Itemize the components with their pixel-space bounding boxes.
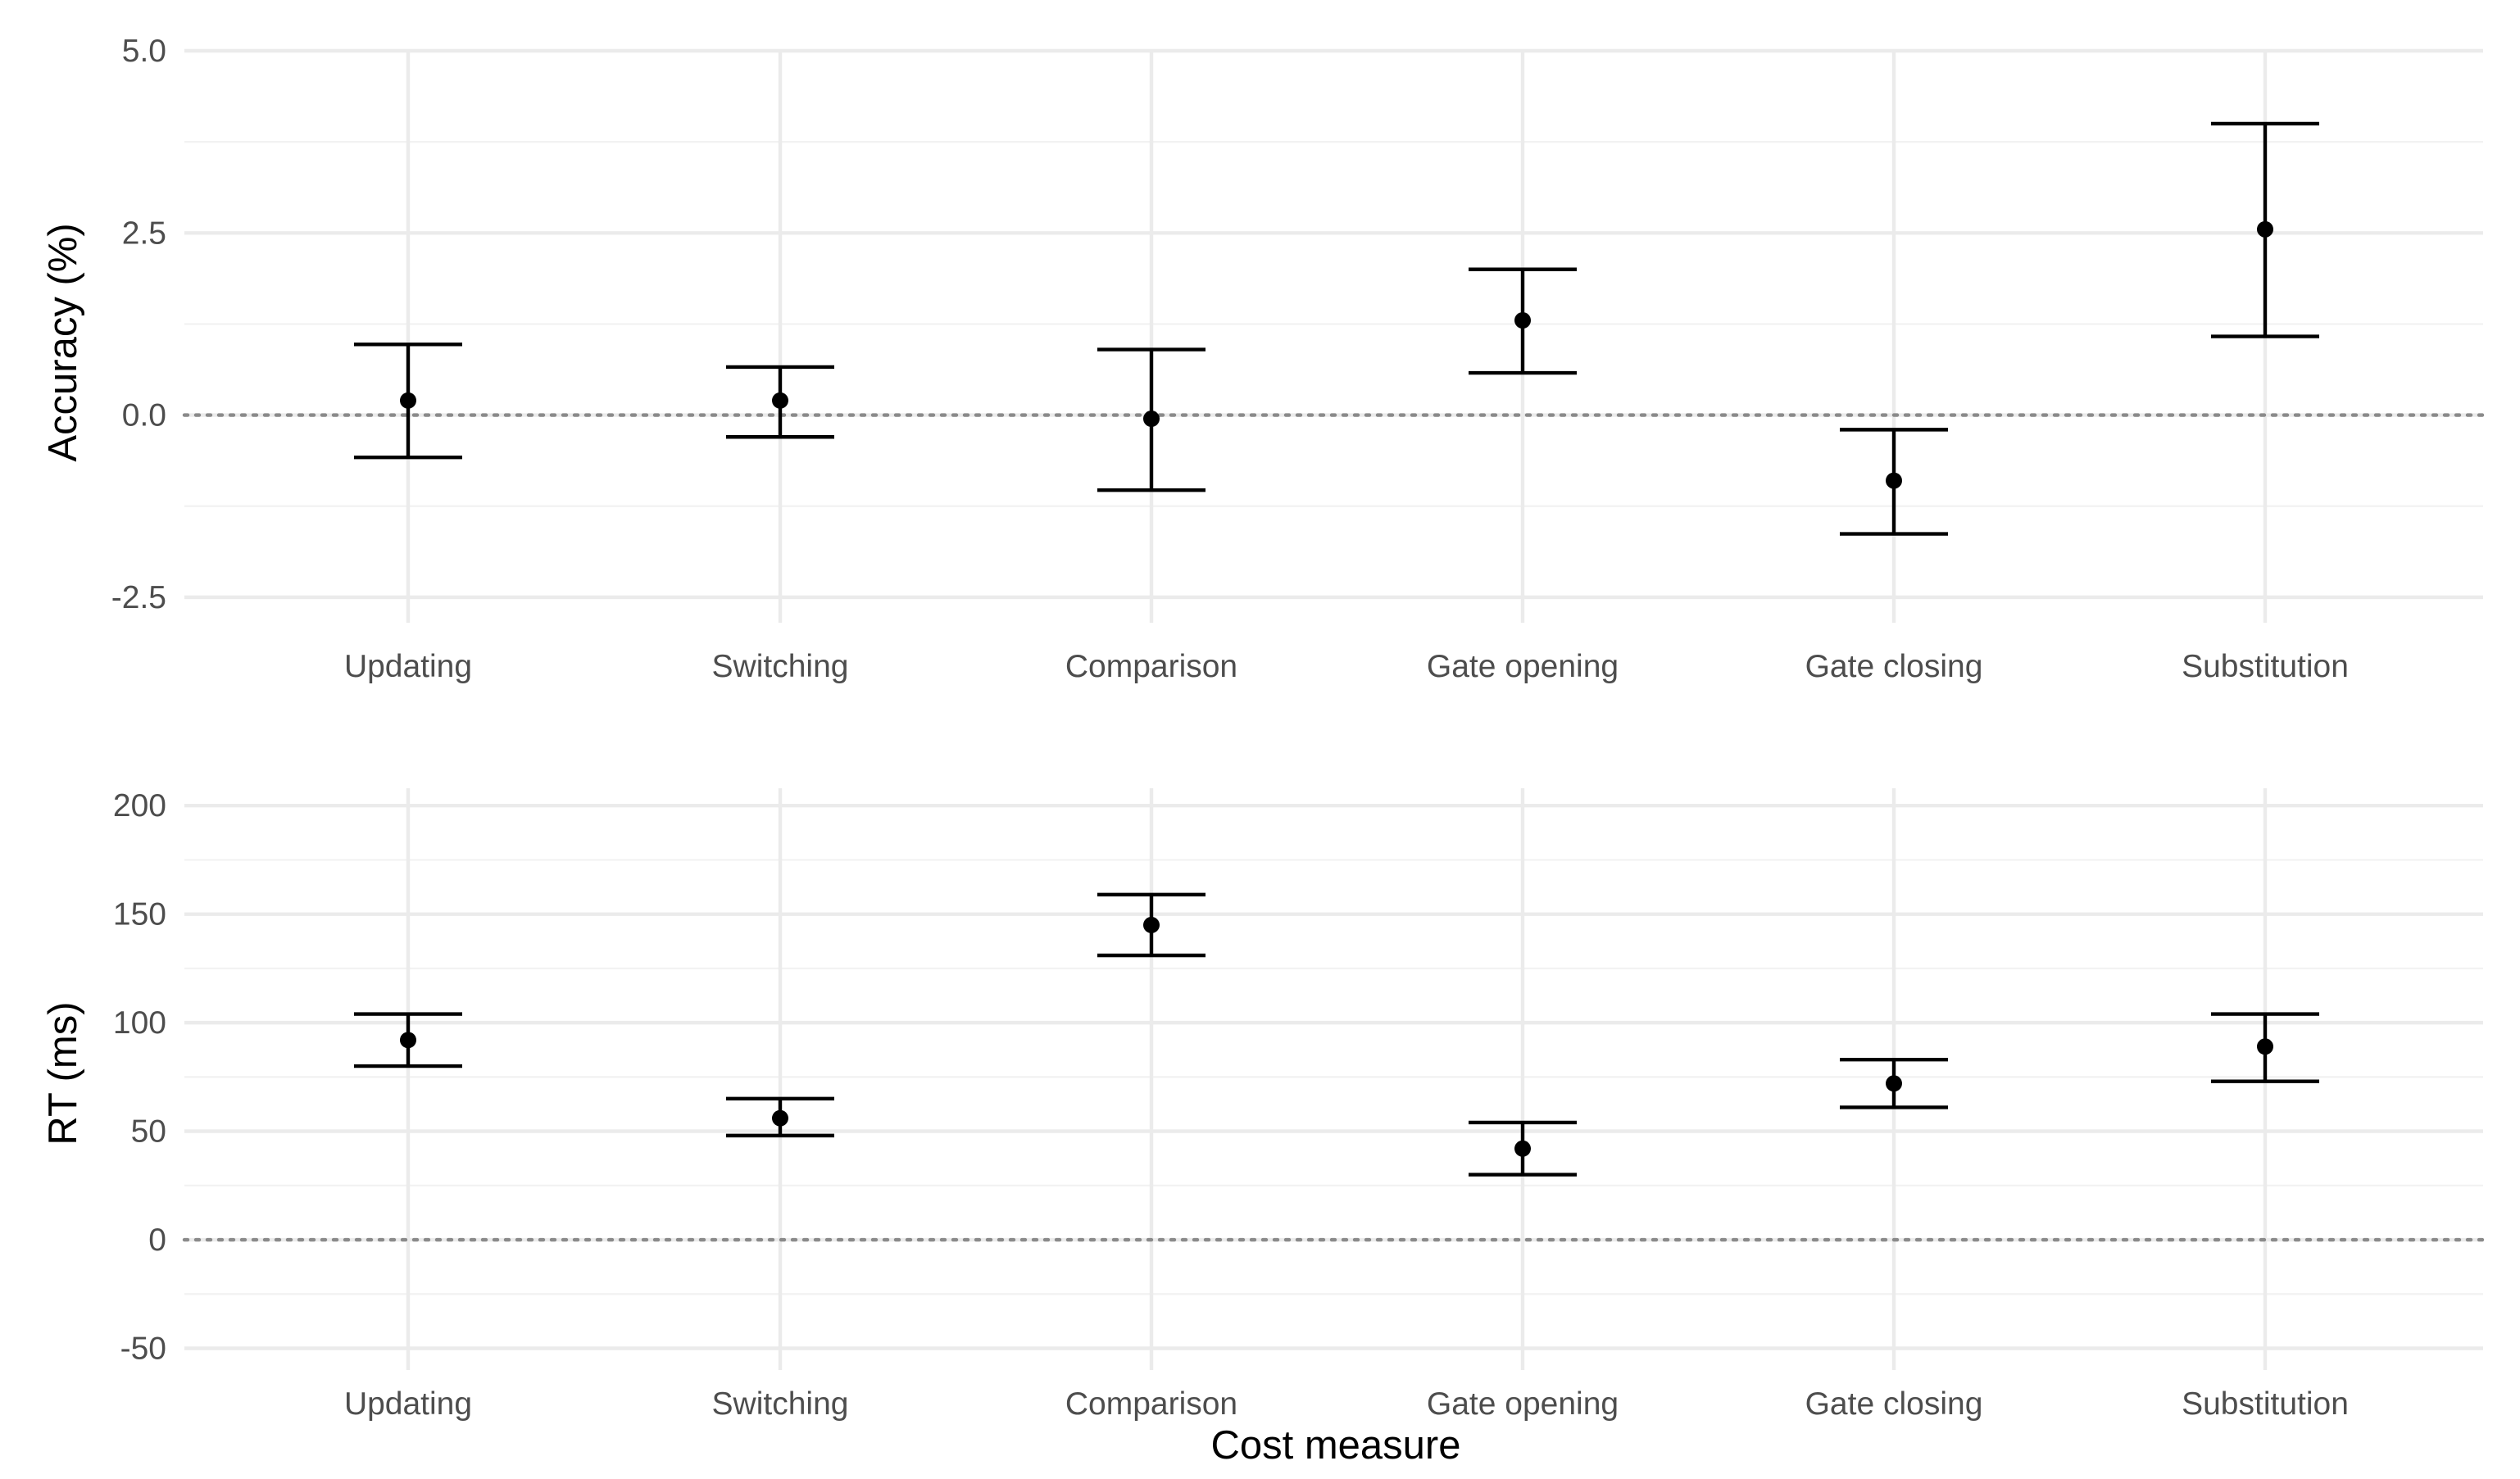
accuracy-x-tick-label: Gate opening <box>1427 649 1619 684</box>
accuracy-point-estimate <box>1886 472 1902 489</box>
rt-panel: -50 0 50 100 150 200 Updating Switching Compari… <box>41 788 2486 1422</box>
rt-point-estimate <box>1886 1075 1902 1092</box>
accuracy-y-tick-label: 0.0 <box>122 398 166 433</box>
rt-y-tick-label: 150 <box>113 897 166 932</box>
rt-y-tick-label: 0 <box>148 1223 166 1258</box>
x-axis-title: Cost measure <box>1210 1423 1460 1468</box>
accuracy-y-ticks: -2.5 0.0 2.5 5.0 <box>111 34 166 615</box>
accuracy-y-axis-title: Accuracy (%) <box>41 223 85 461</box>
rt-x-tick-label: Gate opening <box>1427 1386 1619 1422</box>
rt-y-tick-label: 200 <box>113 788 166 823</box>
rt-x-tick-label: Updating <box>344 1386 472 1422</box>
rt-point-estimate <box>400 1032 416 1049</box>
accuracy-y-tick-label: -2.5 <box>111 580 166 615</box>
rt-y-tick-label: 100 <box>113 1005 166 1041</box>
rt-x-ticks: Updating Switching Comparison Gate opening G… <box>344 1386 2349 1422</box>
rt-x-tick-label: Comparison <box>1065 1386 1237 1422</box>
rt-x-tick-label: Switching <box>712 1386 849 1422</box>
accuracy-x-tick-label: Updating <box>344 649 472 684</box>
rt-x-tick-label: Substitution <box>2182 1386 2349 1422</box>
accuracy-y-tick-label: 2.5 <box>122 215 166 251</box>
rt-point-estimate <box>772 1109 788 1127</box>
accuracy-y-tick-label: 5.0 <box>122 34 166 69</box>
rt-point-estimate <box>1514 1140 1531 1157</box>
rt-x-tick-label: Gate closing <box>1805 1386 1983 1422</box>
rt-y-ticks: -50 0 50 100 150 200 <box>113 788 166 1366</box>
accuracy-x-ticks: Updating Switching Comparison Gate opening G… <box>344 649 2349 684</box>
accuracy-x-tick-label: Substitution <box>2182 649 2349 684</box>
accuracy-x-tick-label: Comparison <box>1065 649 1237 684</box>
rt-grid <box>182 788 2486 1370</box>
accuracy-panel: -2.5 0.0 2.5 5.0 Updating Switching Compariso… <box>41 34 2486 684</box>
accuracy-point-estimate <box>400 392 416 409</box>
rt-y-axis-title: RT (ms) <box>41 1001 85 1145</box>
rt-point-estimate <box>1143 916 1160 933</box>
accuracy-x-tick-label: Gate closing <box>1805 649 1983 684</box>
accuracy-point-estimate <box>1143 411 1160 428</box>
accuracy-point-estimate <box>772 392 788 409</box>
rt-marks <box>354 892 2319 1177</box>
rt-y-tick-label: -50 <box>120 1332 166 1367</box>
rt-point-estimate <box>2257 1038 2273 1055</box>
accuracy-marks <box>354 121 2319 536</box>
rt-y-tick-label: 50 <box>131 1114 166 1150</box>
accuracy-point-estimate <box>1514 311 1531 329</box>
accuracy-x-tick-label: Switching <box>712 649 849 684</box>
accuracy-point-estimate <box>2257 220 2273 238</box>
